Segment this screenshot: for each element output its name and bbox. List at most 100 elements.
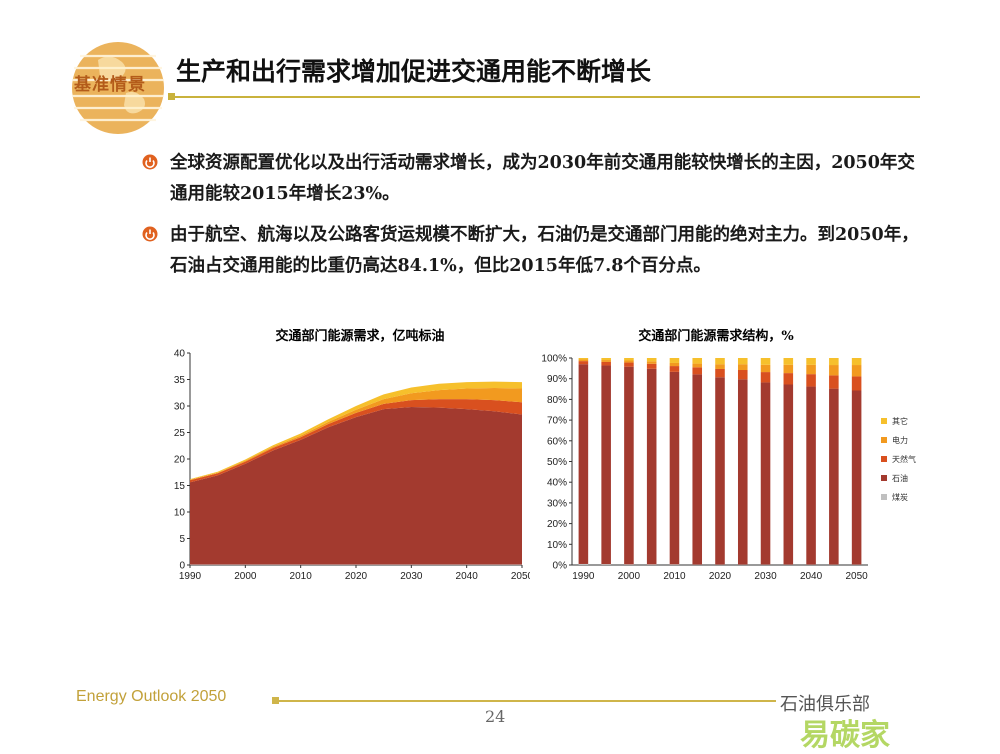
bar-segment-oil (601, 365, 611, 564)
area-x-tick-label: 2010 (290, 571, 313, 582)
power-bullet-icon (142, 226, 158, 242)
bar-segment-power (715, 364, 725, 369)
area-chart-title: 交通部门能源需求，亿吨标油 (275, 328, 444, 344)
bar-segment-oil (692, 374, 702, 564)
area-y-tick-label: 0 (179, 561, 185, 572)
area-y-tick-label: 40 (174, 349, 186, 360)
area-y-tick-label: 25 (174, 428, 186, 439)
area-x-tick-label: 2030 (400, 571, 423, 582)
bar-y-tick-label: 100% (541, 354, 567, 365)
bar-segment-gas (784, 373, 794, 384)
bar-segment-power (806, 365, 816, 374)
bar-y-tick-label: 80% (547, 395, 567, 406)
bar-x-tick-label: 2020 (709, 571, 732, 582)
bullet-1-text: 全球资源配置优化以及出行活动需求增长，成为2030年前交通用能较快增长的主因，2… (170, 148, 922, 210)
bar-segment-oil (852, 390, 862, 564)
area-y-tick-label: 35 (174, 375, 186, 386)
bar-segment-power (579, 359, 589, 361)
bar-y-tick-label: 30% (547, 498, 567, 509)
bar-segment-coal (624, 564, 634, 565)
bar-x-tick-label: 2000 (618, 571, 641, 582)
transport-energy-structure-bar-chart: 交通部门能源需求结构，% 0%10%20%30%40%50%60%70%80%9… (538, 318, 923, 588)
legend-swatch-oil (881, 475, 887, 481)
bar-segment-power (624, 360, 634, 362)
page-title: 生产和出行需求增加促进交通用能不断增长 (176, 52, 651, 88)
bar-y-tick-label: 0% (553, 561, 568, 572)
footer-divider (276, 700, 776, 702)
legend-label-oil: 石油 (892, 473, 908, 483)
bar-segment-gas (852, 376, 862, 390)
bar-y-tick-label: 10% (547, 540, 567, 551)
bar-x-tick-label: 2010 (663, 571, 686, 582)
bar-segment-other (715, 358, 725, 364)
bar-segment-other (624, 358, 634, 360)
bar-segment-other (692, 358, 702, 364)
scenario-badge-label: 基准情景 (74, 70, 146, 95)
bar-segment-oil (670, 372, 680, 565)
area-x-tick-label: 2020 (345, 571, 368, 582)
bar-segment-gas (624, 363, 634, 367)
bar-segment-oil (784, 384, 794, 564)
bar-segment-other (738, 358, 748, 364)
bar-y-tick-label: 20% (547, 519, 567, 530)
bar-segment-gas (829, 375, 839, 388)
area-y-tick-label: 30 (174, 402, 186, 413)
bar-segment-other (647, 358, 657, 361)
legend-swatch-coal (881, 494, 887, 500)
power-bullet-icon (142, 154, 158, 170)
bar-segment-power (829, 365, 839, 375)
area-y-tick-label: 10 (174, 508, 186, 519)
legend-label-gas: 天然气 (892, 454, 916, 464)
bar-segment-gas (579, 361, 589, 364)
area-y-tick-label: 5 (179, 534, 185, 545)
area-y-tick-label: 15 (174, 481, 186, 492)
page-number: 24 (485, 707, 505, 726)
title-divider (172, 96, 920, 98)
bar-segment-other (829, 358, 839, 365)
bar-segment-gas (647, 364, 657, 369)
legend-swatch-gas (881, 456, 887, 462)
area-series-coal (190, 564, 522, 565)
footer-report-name: Energy Outlook 2050 (76, 688, 226, 706)
bar-segment-coal (579, 564, 589, 565)
legend-label-power: 电力 (892, 435, 908, 445)
bullet-2-text: 由于航空、航海以及公路客货运规模不断扩大，石油仍是交通部门用能的绝对主力。到20… (170, 220, 922, 282)
bar-y-tick-label: 60% (547, 436, 567, 447)
bar-y-tick-label: 50% (547, 457, 567, 468)
bar-segment-power (738, 364, 748, 370)
bar-segment-power (647, 361, 657, 363)
legend-swatch-power (881, 437, 887, 443)
bar-x-tick-label: 1990 (572, 571, 595, 582)
bar-segment-other (784, 358, 794, 365)
bar-y-tick-label: 40% (547, 478, 567, 489)
area-x-tick-label: 2000 (234, 571, 257, 582)
bar-y-tick-label: 70% (547, 416, 567, 427)
bar-segment-power (784, 365, 794, 373)
bar-segment-power (692, 364, 702, 368)
legend-label-other: 其它 (892, 416, 908, 426)
bar-segment-other (601, 358, 611, 360)
bar-segment-oil (579, 364, 589, 564)
bar-segment-oil (829, 389, 839, 565)
bar-segment-gas (670, 366, 680, 372)
bar-segment-gas (761, 372, 771, 382)
area-x-tick-label: 2040 (456, 571, 479, 582)
bar-segment-oil (761, 382, 771, 564)
legend-swatch-other (881, 418, 887, 424)
bar-segment-power (601, 360, 611, 362)
bar-segment-power (670, 363, 680, 366)
bar-segment-coal (670, 564, 680, 565)
bar-segment-oil (738, 379, 748, 564)
bar-segment-oil (624, 367, 634, 565)
bar-segment-other (670, 358, 680, 363)
bar-segment-gas (806, 374, 816, 386)
bar-segment-coal (647, 564, 657, 565)
bar-segment-power (852, 365, 862, 376)
bar-segment-power (761, 365, 771, 372)
bar-segment-oil (806, 387, 816, 565)
bar-x-tick-label: 2050 (845, 571, 868, 582)
bullet-2: 由于航空、航海以及公路客货运规模不断扩大，石油仍是交通部门用能的绝对主力。到20… (142, 220, 922, 282)
bar-segment-oil (647, 369, 657, 565)
bar-x-tick-label: 2030 (754, 571, 777, 582)
